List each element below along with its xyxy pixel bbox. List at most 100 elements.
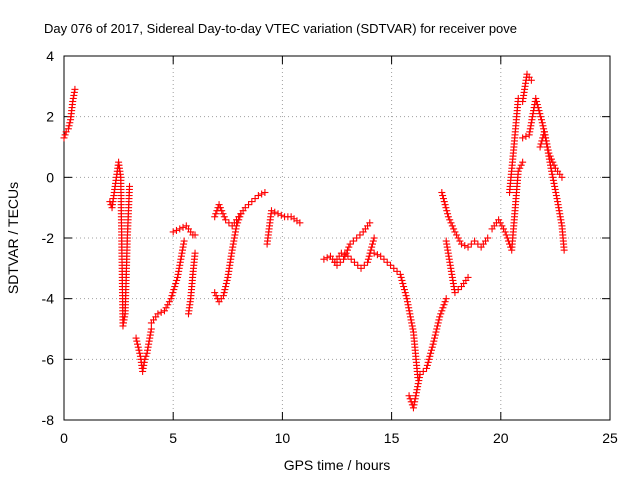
data-point-fill	[341, 251, 349, 259]
data-point-fill	[164, 301, 172, 309]
data-point-fill	[426, 352, 434, 360]
data-point-fill	[65, 122, 73, 130]
data-point-fill	[373, 251, 381, 259]
data-point-fill	[431, 334, 439, 342]
data-point-fill	[537, 116, 545, 124]
data-point-fill	[496, 219, 504, 227]
data-point-fill	[552, 189, 560, 196]
data-point-fill	[500, 225, 508, 233]
data-point	[364, 258, 372, 266]
data-point-fill	[142, 352, 150, 360]
data-point	[184, 310, 192, 318]
data-point-fill	[165, 298, 173, 306]
data-point	[154, 310, 162, 318]
data-point-fill	[548, 167, 556, 175]
data-point-fill	[552, 192, 560, 200]
data-point-fill	[356, 231, 364, 239]
data-point-fill	[533, 101, 541, 109]
data-point-fill	[66, 119, 74, 127]
data-point-fill	[135, 346, 143, 354]
data-point-fill	[172, 226, 180, 234]
data-point	[241, 204, 249, 212]
data-point	[444, 213, 452, 221]
data-point	[320, 255, 328, 263]
data-point-fill	[277, 211, 285, 219]
data-point	[160, 307, 168, 315]
data-point-fill	[410, 401, 418, 409]
data-point-fill	[430, 337, 438, 345]
data-points	[60, 70, 568, 412]
data-point-fill	[412, 392, 420, 400]
y-tick-label: 4	[46, 48, 54, 64]
data-point-fill	[440, 198, 448, 206]
data-point	[519, 134, 527, 142]
data-point-fill	[219, 210, 227, 218]
data-point-fill	[551, 185, 559, 193]
data-point-fill	[427, 349, 435, 357]
data-point	[370, 249, 378, 257]
data-point-fill	[405, 307, 413, 315]
data-point	[254, 192, 262, 200]
data-point-fill	[380, 255, 388, 263]
data-point	[409, 404, 417, 412]
data-point-fill	[431, 331, 439, 339]
data-point-fill	[502, 231, 510, 239]
y-tick-label: 0	[46, 169, 54, 185]
data-point-fill	[404, 301, 412, 309]
data-point-fill	[221, 286, 229, 294]
data-point-fill	[461, 242, 469, 250]
data-point-fill	[367, 246, 375, 254]
data-point-fill	[212, 292, 220, 300]
data-point-fill	[427, 346, 435, 354]
data-point-fill	[218, 207, 226, 215]
data-point-fill	[424, 358, 432, 366]
data-point-fill	[415, 374, 423, 382]
data-point	[211, 213, 219, 221]
data-point	[416, 371, 424, 378]
data-point-fill	[354, 261, 362, 269]
x-tick-label: 20	[493, 430, 509, 446]
data-point	[438, 189, 446, 196]
data-point	[211, 289, 219, 297]
data-point-fill	[172, 280, 180, 287]
data-point-fill	[61, 131, 69, 139]
data-point-fill	[173, 276, 181, 284]
data-point-fill	[550, 179, 558, 187]
data-point-fill	[271, 208, 279, 216]
x-tick-label: 10	[275, 430, 291, 446]
data-point-fill	[403, 298, 411, 306]
data-point-fill	[162, 304, 170, 312]
data-point	[64, 125, 72, 133]
data-point-fill	[397, 273, 405, 281]
data-point-fill	[349, 237, 357, 245]
data-point-fill	[447, 219, 455, 227]
x-tick-label: 25	[602, 430, 618, 446]
data-point-fill	[453, 231, 461, 239]
data-point	[267, 207, 275, 215]
data-point-fill	[411, 395, 419, 403]
data-point	[350, 258, 358, 266]
data-point	[134, 343, 142, 351]
data-point-fill	[393, 267, 401, 275]
data-point	[346, 240, 354, 248]
data-point	[180, 237, 188, 245]
data-point-fill	[360, 261, 368, 269]
data-point-fill	[419, 367, 427, 375]
data-point	[429, 340, 437, 348]
data-point-fill	[411, 398, 419, 406]
data-point	[536, 143, 544, 151]
data-point-fill	[432, 328, 440, 336]
data-point-fill	[533, 98, 541, 105]
data-point-fill	[345, 243, 353, 251]
data-point-fill	[222, 280, 230, 287]
data-point	[169, 228, 177, 236]
data-point-fill	[413, 386, 421, 394]
x-tick-label: 5	[169, 430, 177, 446]
data-point	[167, 295, 175, 303]
data-point-fill	[448, 222, 456, 230]
data-point-fill	[258, 190, 266, 198]
data-point	[560, 246, 568, 254]
data-point-fill	[406, 310, 414, 318]
data-point-fill	[398, 276, 406, 284]
data-point	[501, 228, 509, 236]
